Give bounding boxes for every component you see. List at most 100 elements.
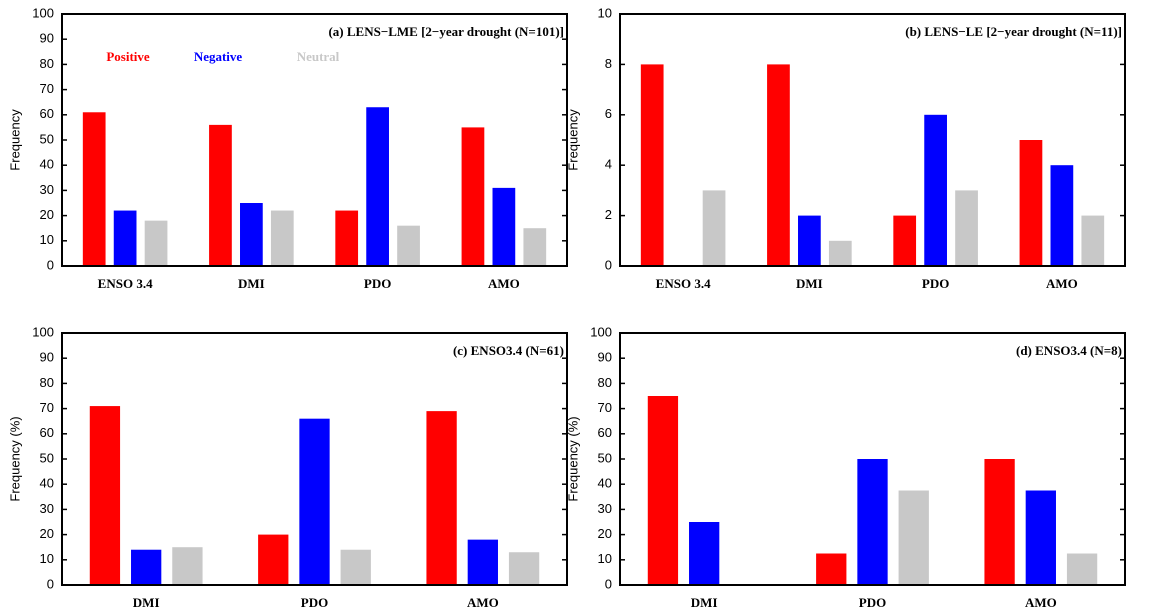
y-tick-label: 60 — [598, 425, 612, 440]
y-tick-label: 60 — [40, 425, 54, 440]
bar — [1019, 140, 1043, 266]
y-tick-label: 10 — [40, 551, 54, 566]
y-tick-label: 6 — [605, 106, 612, 121]
bar — [426, 411, 457, 585]
chart-title: (d) ENSO3.4 (N=8) — [1016, 343, 1122, 358]
y-axis-label: Frequency — [565, 109, 580, 171]
y-tick-label: 60 — [40, 106, 54, 121]
x-tick-label: DMI — [796, 276, 823, 291]
y-tick-label: 40 — [40, 476, 54, 491]
y-tick-label: 100 — [32, 324, 54, 339]
x-tick-label: AMO — [1046, 276, 1078, 291]
y-tick-label: 2 — [605, 207, 612, 222]
bar — [113, 210, 137, 266]
y-tick-label: 50 — [40, 131, 54, 146]
bar — [89, 406, 121, 585]
bar — [270, 210, 294, 266]
x-tick-label: PDO — [859, 595, 886, 610]
bar — [492, 187, 516, 266]
bar — [1081, 215, 1105, 266]
y-tick-label: 50 — [40, 450, 54, 465]
legend-entry: Positive — [106, 49, 150, 64]
bar — [258, 534, 289, 585]
chart-title: (a) LENS−LME [2−year drought (N=101)] — [328, 24, 564, 39]
x-tick-label: AMO — [467, 595, 499, 610]
y-tick-label: 0 — [605, 257, 612, 272]
bar — [340, 549, 371, 585]
x-tick-label: AMO — [488, 276, 520, 291]
y-tick-label: 30 — [40, 501, 54, 516]
bar — [640, 64, 664, 267]
legend-entry: Negative — [194, 49, 243, 64]
y-tick-label: 100 — [32, 5, 54, 20]
chart-title: (b) LENS−LE [2−year drought (N=11)] — [905, 24, 1122, 39]
y-tick-label: 20 — [598, 526, 612, 541]
bar — [209, 124, 232, 266]
bar — [1066, 553, 1098, 585]
y-tick-label: 40 — [40, 157, 54, 172]
y-tick-label: 100 — [590, 324, 612, 339]
bar — [828, 240, 852, 266]
bar — [240, 203, 263, 266]
y-tick-label: 0 — [47, 576, 54, 591]
y-tick-label: 10 — [40, 232, 54, 247]
plot-frame — [619, 13, 1126, 267]
y-tick-label: 80 — [40, 56, 54, 71]
bar — [1050, 165, 1074, 266]
bar — [131, 549, 162, 585]
y-tick-label: 8 — [605, 56, 612, 71]
chart-title: (c) ENSO3.4 (N=61) — [453, 343, 564, 358]
bar — [984, 459, 1015, 585]
y-tick-label: 90 — [598, 350, 612, 365]
y-tick-label: 10 — [598, 551, 612, 566]
x-tick-label: ENSO 3.4 — [98, 276, 153, 291]
y-tick-label: 30 — [598, 501, 612, 516]
y-axis-label: Frequency (%) — [565, 416, 580, 501]
x-tick-label: DMI — [691, 595, 718, 610]
bar — [82, 112, 106, 266]
y-tick-label: 80 — [598, 375, 612, 390]
y-tick-label: 20 — [40, 526, 54, 541]
bar — [857, 459, 888, 585]
bar — [647, 396, 679, 585]
bar — [299, 418, 330, 585]
y-tick-label: 70 — [40, 400, 54, 415]
y-tick-label: 30 — [40, 182, 54, 197]
y-axis-label: Frequency — [7, 109, 22, 171]
bar — [767, 64, 790, 267]
y-tick-label: 80 — [40, 375, 54, 390]
bar — [689, 522, 720, 585]
y-tick-label: 10 — [598, 5, 612, 20]
bar — [955, 190, 978, 266]
bar — [924, 114, 947, 266]
x-tick-label: DMI — [133, 595, 160, 610]
bar — [898, 490, 929, 585]
bar — [893, 215, 917, 266]
y-tick-label: 40 — [598, 476, 612, 491]
plot-frame — [619, 332, 1126, 586]
bar — [366, 107, 389, 267]
plot-frame — [61, 13, 568, 267]
bar — [397, 225, 420, 266]
bar — [335, 210, 359, 266]
bar — [523, 228, 547, 266]
y-tick-label: 0 — [605, 576, 612, 591]
x-tick-label: AMO — [1025, 595, 1057, 610]
bar — [702, 190, 726, 266]
x-tick-label: PDO — [364, 276, 391, 291]
bar — [172, 547, 203, 585]
x-tick-label: DMI — [238, 276, 265, 291]
bar — [1025, 490, 1056, 585]
bar — [467, 539, 498, 585]
bar — [816, 553, 847, 585]
x-tick-label: ENSO 3.4 — [656, 276, 711, 291]
y-axis-label: Frequency (%) — [7, 416, 22, 501]
y-tick-label: 90 — [40, 350, 54, 365]
x-tick-label: PDO — [301, 595, 328, 610]
y-tick-label: 50 — [598, 450, 612, 465]
bar — [461, 127, 485, 267]
bar — [144, 220, 168, 266]
plot-frame — [61, 332, 568, 586]
y-tick-label: 4 — [605, 157, 612, 172]
